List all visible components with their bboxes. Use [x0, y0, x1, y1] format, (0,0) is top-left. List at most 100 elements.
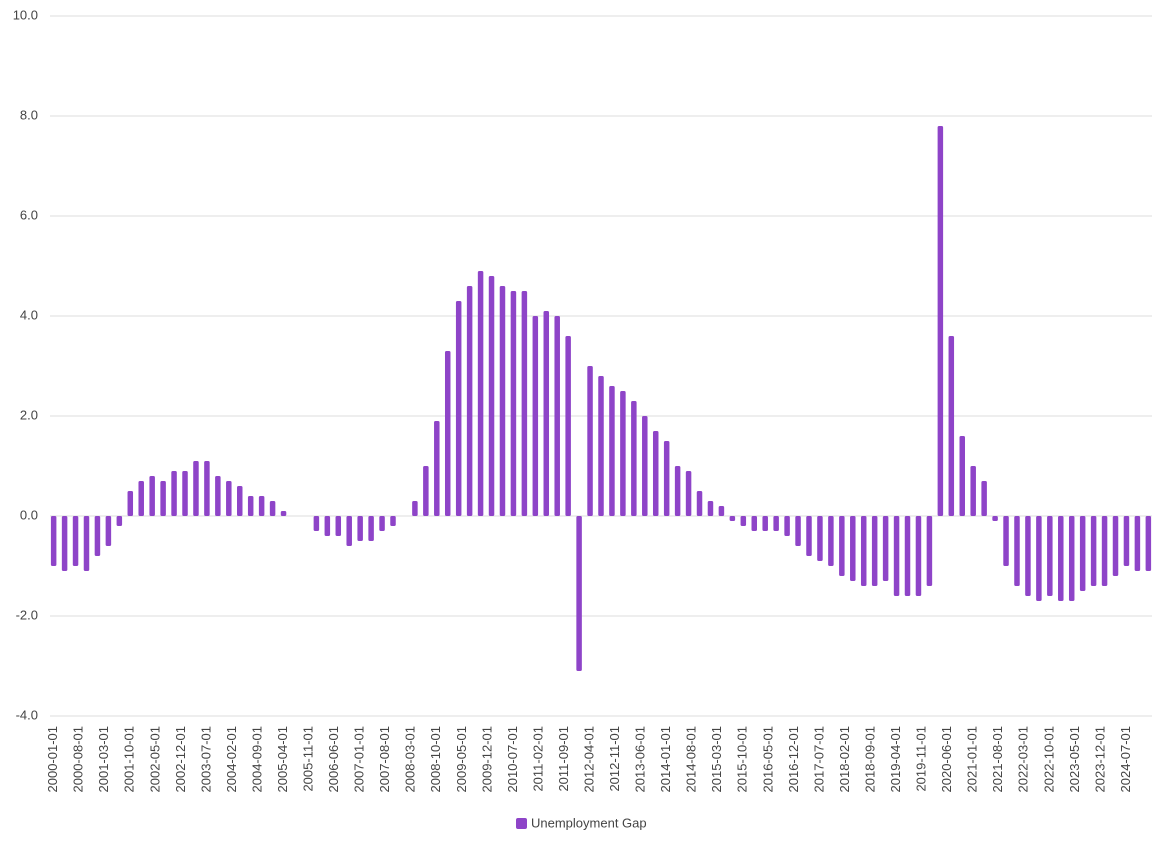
bar [663, 441, 670, 516]
x-tick-label: 2005-11-01 [301, 726, 316, 792]
bar [346, 516, 352, 546]
bar [1134, 516, 1141, 571]
bar [488, 276, 495, 516]
bar [335, 516, 342, 536]
bar [83, 516, 90, 571]
x-tick-label: 2002-12-01 [173, 726, 188, 793]
x-tick-label: 2001-03-01 [96, 726, 111, 793]
x-tick-label: 2014-08-01 [684, 726, 699, 793]
bar [882, 516, 889, 581]
x-tick-label: 2018-02-01 [837, 726, 852, 793]
bar [105, 516, 112, 546]
bar [1058, 516, 1064, 601]
x-tick-label: 2021-01-01 [965, 726, 980, 793]
x-tick-label: 2009-12-01 [479, 726, 494, 793]
bar [379, 516, 385, 531]
x-tick-label: 2019-04-01 [888, 726, 903, 793]
bar [915, 516, 922, 596]
bar [532, 316, 539, 516]
bar [554, 316, 560, 516]
bar [116, 516, 123, 526]
x-tick-label: 2004-02-01 [224, 726, 239, 793]
bar [412, 501, 418, 516]
y-tick-label: 0.0 [20, 507, 38, 522]
bar [828, 516, 834, 566]
x-tick-label: 2007-01-01 [352, 726, 367, 793]
bar [477, 271, 484, 516]
bar [193, 461, 199, 516]
x-tick-label: 2003-07-01 [198, 726, 213, 793]
bar [565, 336, 571, 516]
bar [368, 516, 374, 541]
bar [466, 286, 473, 516]
bar [1101, 516, 1108, 586]
bar [860, 516, 867, 586]
x-tick-label: 2018-09-01 [862, 726, 877, 793]
legend: Unemployment Gap [516, 815, 647, 830]
bar [773, 516, 779, 531]
bar [1123, 516, 1130, 566]
x-tick-label: 2011-09-01 [556, 726, 571, 792]
bar [182, 471, 188, 516]
x-tick-label: 2015-10-01 [735, 726, 750, 793]
y-tick-label: 10.0 [13, 7, 38, 22]
y-tick-label: 2.0 [20, 407, 38, 422]
bar [806, 516, 812, 556]
bar [1112, 516, 1119, 576]
x-tick-label: 2017-07-01 [811, 726, 826, 793]
bar [1036, 516, 1042, 601]
bar [1003, 516, 1009, 566]
x-tick-label: 2008-10-01 [428, 726, 443, 793]
bar [926, 516, 933, 586]
bar [1079, 516, 1086, 591]
x-tick-label: 2023-12-01 [1092, 726, 1107, 793]
bar [839, 516, 845, 576]
x-tick-label: 2020-06-01 [939, 726, 954, 793]
legend-label: Unemployment Gap [531, 815, 647, 830]
bar [204, 461, 210, 516]
bar [499, 286, 506, 516]
bar [521, 291, 528, 516]
y-tick-label: -4.0 [16, 707, 38, 722]
x-tick-label: 2011-02-01 [530, 726, 545, 792]
bar [455, 301, 462, 516]
bar [696, 491, 703, 516]
bar [685, 471, 692, 516]
bar [1068, 516, 1075, 601]
y-tick-label: 8.0 [20, 107, 38, 122]
bar [871, 516, 878, 586]
x-tick-label: 2024-07-01 [1118, 726, 1133, 793]
bar [1014, 516, 1020, 586]
bar [609, 386, 615, 516]
x-tick-label: 2001-10-01 [122, 726, 137, 793]
bar [642, 416, 648, 516]
bar [171, 471, 177, 516]
bar [50, 516, 57, 566]
x-tick-label: 2022-10-01 [1041, 726, 1056, 793]
bar [160, 481, 166, 516]
bar [543, 311, 550, 516]
y-tick-label: -2.0 [16, 607, 38, 622]
bar [948, 336, 955, 516]
bar [423, 466, 429, 516]
bar [904, 516, 911, 596]
bar [444, 351, 451, 516]
bar [149, 476, 155, 516]
y-tick-label: 6.0 [20, 207, 38, 222]
bar [1025, 516, 1031, 596]
bar [718, 506, 725, 516]
bar [795, 516, 801, 546]
bar [357, 516, 363, 541]
bar [740, 516, 747, 526]
x-tick-label: 2012-11-01 [607, 726, 622, 792]
bar [893, 516, 900, 596]
x-tick-label: 2007-08-01 [377, 726, 392, 793]
bar [620, 391, 626, 516]
x-tick-label: 2009-05-01 [454, 726, 469, 793]
x-tick-label: 2016-05-01 [760, 726, 775, 793]
bar [434, 421, 440, 516]
bar [236, 486, 243, 516]
x-tick-label: 2005-04-01 [275, 726, 290, 793]
x-tick-label: 2023-05-01 [1067, 726, 1082, 793]
